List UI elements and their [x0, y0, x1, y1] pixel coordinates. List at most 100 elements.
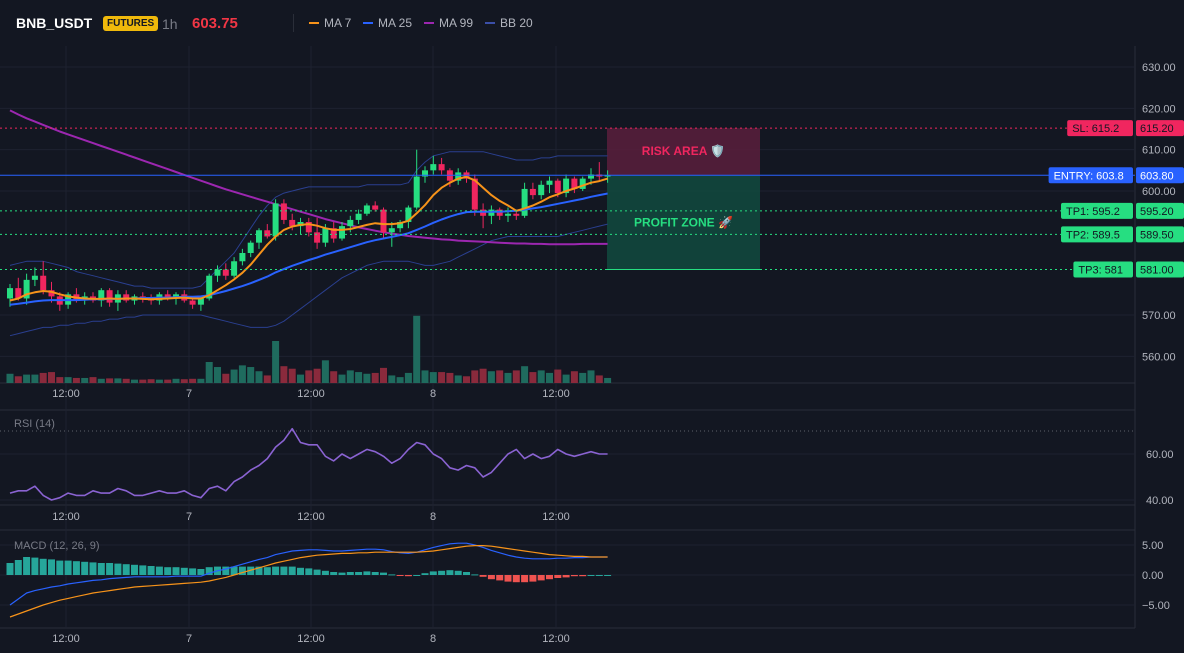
macd-histogram-bar — [529, 575, 537, 582]
level-price-label: 603.80 — [1140, 170, 1174, 182]
macd-histogram-bar — [388, 574, 396, 576]
macd-histogram-bar — [604, 575, 612, 576]
volume-bar — [255, 371, 263, 383]
macd-histogram-bar — [562, 575, 570, 578]
time-tick-label: 12:00 — [297, 633, 325, 645]
candle-body — [455, 172, 462, 181]
rsi-label: RSI (14) — [14, 418, 55, 430]
volume-bar — [214, 367, 221, 383]
risk-area-box — [607, 128, 760, 176]
futures-badge: FUTURES — [103, 16, 159, 31]
volume-bar — [6, 373, 14, 383]
candle-body — [247, 242, 254, 253]
volume-bar — [205, 362, 213, 383]
volume-bar — [562, 374, 570, 383]
candle-body — [563, 178, 570, 194]
volume-bar — [288, 368, 296, 383]
macd-histogram-bar — [23, 557, 31, 575]
macd-histogram-bar — [238, 566, 246, 575]
volume-bar — [14, 376, 22, 383]
volume-bar — [496, 370, 504, 383]
volume-bar — [446, 372, 454, 383]
volume-bar — [570, 371, 578, 383]
candle-body — [197, 298, 204, 305]
time-tick-label: 7 — [186, 633, 192, 645]
volume-bar — [454, 375, 462, 383]
risk-area-label: RISK AREA 🛡️ — [642, 144, 725, 158]
chart-header: BNB_USDT FUTURES 1h 603.75 MA 7 MA 25 MA… — [0, 0, 1184, 46]
candle-body — [289, 219, 296, 227]
legend-ma25-label: MA 25 — [378, 16, 413, 30]
candle-body — [422, 170, 428, 177]
interval-label[interactable]: 1h — [162, 16, 178, 32]
price-tick-label: 570.00 — [1142, 310, 1176, 322]
level-price-bg — [1136, 120, 1184, 137]
level-tag-label: ENTRY: 603.8 — [1054, 170, 1124, 182]
candle-body — [31, 275, 38, 280]
ma99-swatch — [424, 22, 434, 24]
candle-body — [505, 213, 511, 216]
volume-bar — [479, 368, 487, 383]
macd-histogram-bar — [554, 575, 562, 578]
legend-ma25[interactable]: MA 25 — [363, 16, 412, 30]
candle-body — [123, 294, 130, 301]
candle-body — [397, 221, 404, 229]
volume-bar — [89, 377, 97, 383]
macd-histogram-bar — [222, 566, 230, 575]
candle-body — [214, 269, 221, 276]
bb-upper-line — [9, 151, 608, 289]
candle-body — [98, 290, 105, 301]
macd-histogram-bar — [313, 569, 321, 575]
rsi-tick-label: 60.00 — [1146, 449, 1174, 461]
volume-bar — [147, 379, 155, 383]
candle-body — [164, 294, 171, 299]
candle-body — [355, 213, 362, 220]
macd-histogram-bar — [164, 567, 172, 575]
candle-body — [322, 228, 329, 243]
time-tick-label: 12:00 — [297, 511, 325, 523]
legend-bb20[interactable]: BB 20 — [485, 16, 533, 30]
volume-bar — [355, 372, 363, 383]
candle-body — [339, 226, 345, 239]
candle-body — [579, 178, 586, 189]
macd-histogram-bar — [454, 570, 462, 575]
volume-bar — [438, 372, 446, 383]
candle-body — [430, 164, 437, 171]
volume-bar — [272, 341, 280, 383]
volume-bar — [363, 373, 371, 383]
legend-ma99-label: MA 99 — [439, 16, 474, 30]
macd-histogram-bar — [404, 575, 412, 577]
macd-histogram-bar — [429, 571, 437, 575]
macd-histogram-bar — [297, 567, 304, 575]
macd-histogram-bar — [496, 575, 504, 581]
candle-body — [189, 300, 196, 305]
profit-zone-box — [607, 175, 760, 270]
volume-bar — [81, 377, 89, 383]
macd-histogram-bar — [479, 575, 487, 577]
macd-histogram-bar — [131, 564, 138, 575]
macd-histogram-bar — [512, 575, 520, 583]
level-price-bg — [1136, 167, 1184, 184]
volume-bar — [180, 379, 188, 383]
volume-bar — [164, 379, 172, 383]
macd-histogram-bar — [89, 562, 97, 575]
volume-bar — [404, 372, 412, 383]
macd-histogram-bar — [14, 560, 22, 575]
volume-bar — [189, 378, 197, 383]
volume-bar — [604, 377, 612, 383]
header-separator — [293, 14, 294, 32]
volume-bar — [72, 377, 80, 383]
candle-body — [272, 203, 279, 237]
price-tick-label: 560.00 — [1142, 351, 1176, 363]
legend-ma7[interactable]: MA 7 — [309, 16, 351, 30]
macd-histogram-bar — [230, 566, 238, 575]
symbol-name[interactable]: BNB_USDT — [16, 15, 93, 31]
volume-bar — [172, 378, 180, 383]
macd-histogram-bar — [6, 563, 14, 575]
volume-bar — [97, 378, 105, 383]
level-price-label: 589.50 — [1140, 229, 1174, 241]
macd-histogram-bar — [122, 564, 130, 575]
legend-ma99[interactable]: MA 99 — [424, 16, 473, 30]
volume-bar — [487, 371, 495, 383]
